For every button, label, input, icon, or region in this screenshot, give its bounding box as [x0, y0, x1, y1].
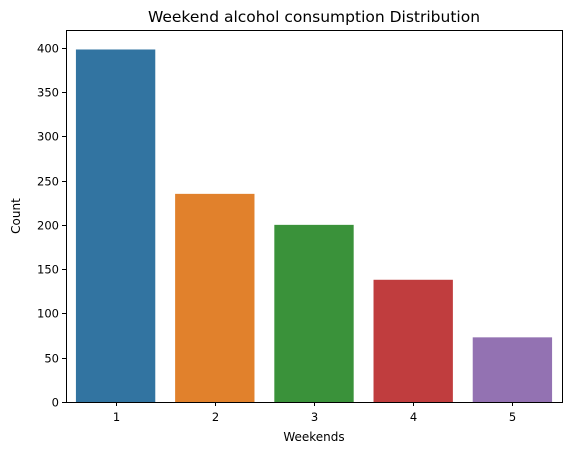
x-axis-ticks: 1 2 3 4 5: [113, 402, 516, 424]
x-tick-label: 3: [311, 410, 318, 424]
y-tick-label: 200: [37, 219, 59, 233]
x-tick-label: 4: [410, 410, 417, 424]
bar-5: [472, 337, 553, 402]
y-tick-label: 100: [37, 307, 59, 321]
bar-1: [75, 49, 156, 402]
y-tick-label: 300: [37, 130, 59, 144]
bars-group: [75, 49, 553, 402]
bar-3: [274, 224, 354, 402]
chart-title: Weekend alcohol consumption Distribution: [148, 8, 480, 26]
plot-frame: [66, 30, 563, 403]
x-tick-label: 2: [212, 410, 219, 424]
x-axis-label: Weekends: [283, 430, 344, 444]
y-tick-label: 350: [37, 86, 59, 100]
x-tick-label: 1: [113, 410, 120, 424]
y-tick-label: 250: [37, 175, 59, 189]
y-tick-label: 50: [44, 352, 59, 366]
y-tick-label: 0: [52, 396, 59, 410]
y-axis-ticks: 0 50 100 150 200 250 300 350 400: [37, 42, 66, 410]
bar-2: [175, 193, 255, 402]
y-tick-label: 150: [37, 263, 59, 277]
x-tick-label: 5: [509, 410, 516, 424]
y-tick-label: 400: [37, 42, 59, 56]
y-axis-label: Count: [9, 198, 23, 234]
bar-4: [373, 279, 453, 402]
